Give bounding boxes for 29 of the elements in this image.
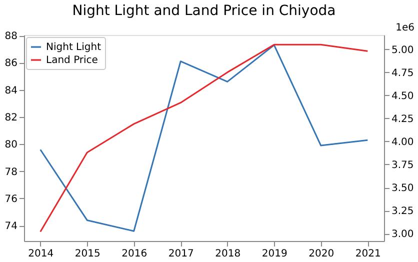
x-tick-label: 2021 <box>355 248 381 260</box>
y2-tick-label: 3.75 <box>392 160 414 171</box>
y-tick-label: 82 <box>4 112 18 124</box>
y2-tick-label: 4.25 <box>392 114 414 125</box>
x-tick-label: 2018 <box>215 248 241 260</box>
x-tick-label: 2016 <box>122 248 148 260</box>
x-tick-label: 2015 <box>74 248 100 260</box>
y2-tick-label: 4.00 <box>392 136 414 148</box>
legend-label: Land Price <box>46 55 98 66</box>
y2-tick-label: 3.00 <box>392 229 414 240</box>
y-tick-label: 78 <box>4 166 18 178</box>
legend-label: Night Light <box>46 42 102 53</box>
y-tick-label: 88 <box>4 31 18 42</box>
y2-tick-label: 4.50 <box>392 90 414 102</box>
x-tick-label: 2017 <box>168 248 194 260</box>
y2-tick-label: 5.00 <box>392 44 414 56</box>
y2-tick-label: 3.25 <box>392 206 414 218</box>
x-tick-label: 2020 <box>308 248 334 260</box>
y-tick-label: 74 <box>4 221 18 232</box>
y-tick-label: 84 <box>4 85 18 96</box>
y2-tick-label: 3.50 <box>392 183 414 194</box>
x-tick-label: 2014 <box>28 248 54 260</box>
x-tick-label: 2019 <box>262 248 288 260</box>
y2-tick-label: 4.75 <box>392 68 414 79</box>
y2-axis-title: 1e6 <box>396 22 414 34</box>
y-tick-label: 86 <box>4 58 18 70</box>
y-tick-label: 76 <box>4 194 18 205</box>
chart-title: Night Light and Land Price in Chiyoda <box>72 3 336 19</box>
y-tick-label: 80 <box>4 140 18 151</box>
